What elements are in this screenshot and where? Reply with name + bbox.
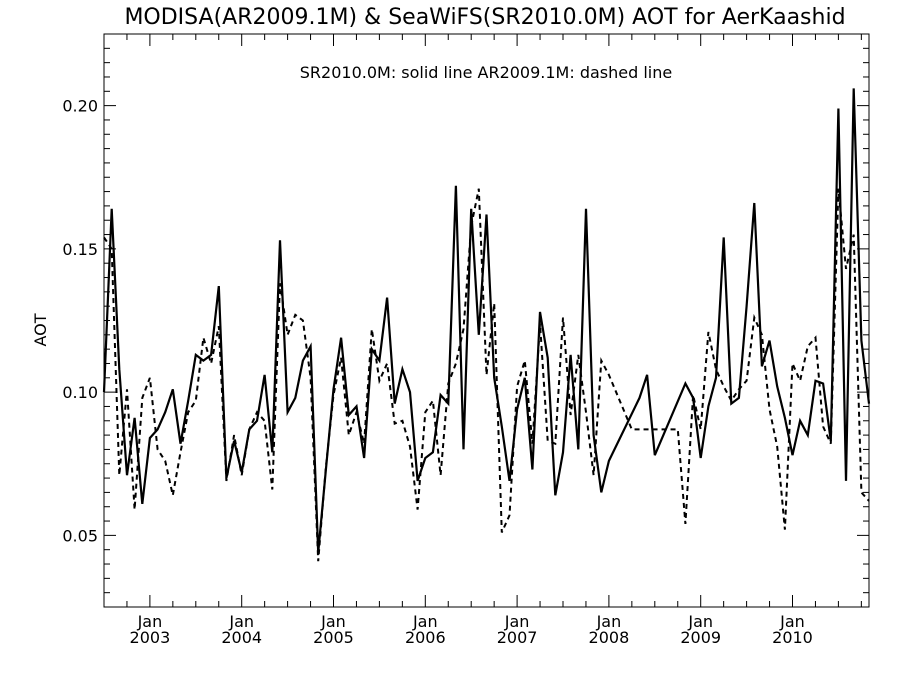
series-line-sr2010-solid [102,88,871,553]
x-tick-month-label: Jan [320,612,346,631]
x-tick-month-label: Jan [412,612,438,631]
chart-title: MODISA(AR2009.1M) & SeaWiFS(SR2010.0M) A… [124,5,845,30]
x-tick-month-label: Jan [687,612,713,631]
x-tick-month-label: Jan [504,612,530,631]
x-tick-month-label: Jan [137,612,163,631]
x-axis: Jan2003Jan2004Jan2005Jan2006Jan2007Jan20… [103,34,862,647]
x-tick-year-label: 2008 [589,628,630,647]
x-tick-year-label: 2007 [497,628,538,647]
y-axis-label: AOT [31,313,50,346]
x-tick-month-label: Jan [228,612,254,631]
y-tick-label: 0.20 [62,97,98,116]
x-tick-month-label: Jan [779,612,805,631]
y-tick-label: 0.05 [62,526,98,545]
x-tick-year-label: 2003 [130,628,171,647]
series-line-ar2009-dashed [103,188,870,562]
x-tick-month-label: Jan [596,612,622,631]
legend-annotation: SR2010.0M: solid line AR2009.1M: dashed … [300,63,672,82]
series-layer [102,88,871,562]
x-tick-year-label: 2004 [221,628,262,647]
y-axis: 0.05 0.10 0.15 0.20 [62,33,869,608]
x-tick-year-label: 2009 [680,628,721,647]
y-tick-label: 0.10 [62,383,98,402]
x-tick-year-label: 2010 [772,628,813,647]
x-tick-year-label: 2006 [405,628,446,647]
y-tick-label: 0.15 [62,240,98,259]
x-tick-year-label: 2005 [313,628,354,647]
